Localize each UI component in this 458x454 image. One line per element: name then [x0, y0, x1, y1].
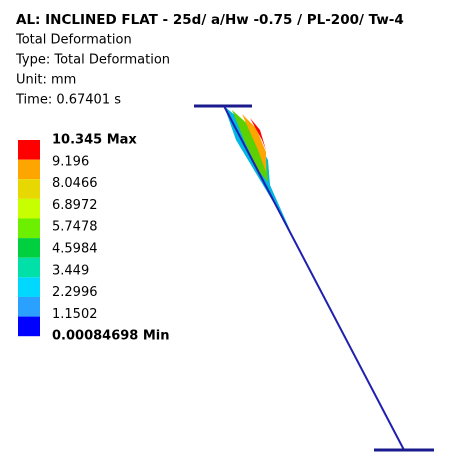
legend-label: 5.7478	[52, 220, 98, 235]
title: AL: INCLINED FLAT - 25d/ a/Hw -0.75 / PL…	[16, 12, 404, 28]
info-line: Unit: mm	[16, 73, 76, 88]
model	[194, 106, 434, 450]
legend-swatch	[18, 218, 40, 238]
legend-label: 9.196	[52, 154, 89, 169]
legend-swatch	[18, 199, 40, 219]
legend-swatch	[18, 160, 40, 180]
legend-swatch	[18, 238, 40, 258]
legend-swatch	[18, 317, 40, 337]
legend-swatch	[18, 258, 40, 278]
legend-label: 3.449	[52, 263, 89, 278]
member	[224, 106, 404, 450]
info-line: Total Deformation	[15, 33, 132, 48]
legend-label: 8.0466	[52, 176, 98, 191]
legend-label: 1.1502	[52, 307, 98, 322]
screen: AL: INCLINED FLAT - 25d/ a/Hw -0.75 / PL…	[0, 0, 458, 454]
legend-label: 10.345 Max	[52, 133, 137, 148]
legend-label: 0.00084698 Min	[52, 329, 170, 344]
legend: 10.345 Max 9.196 8.0466 6.8972 5.7478 4.5984 3…	[18, 133, 170, 344]
info-line: Time: 0.67401 s	[15, 93, 121, 108]
legend-label: 4.5984	[52, 242, 98, 257]
legend-swatch	[18, 179, 40, 199]
legend-swatch	[18, 297, 40, 317]
legend-swatch	[18, 277, 40, 297]
legend-label: 2.2996	[52, 285, 98, 300]
info-line: Type: Total Deformation	[15, 53, 170, 68]
legend-label: 6.8972	[52, 198, 98, 213]
legend-swatch	[18, 140, 40, 160]
